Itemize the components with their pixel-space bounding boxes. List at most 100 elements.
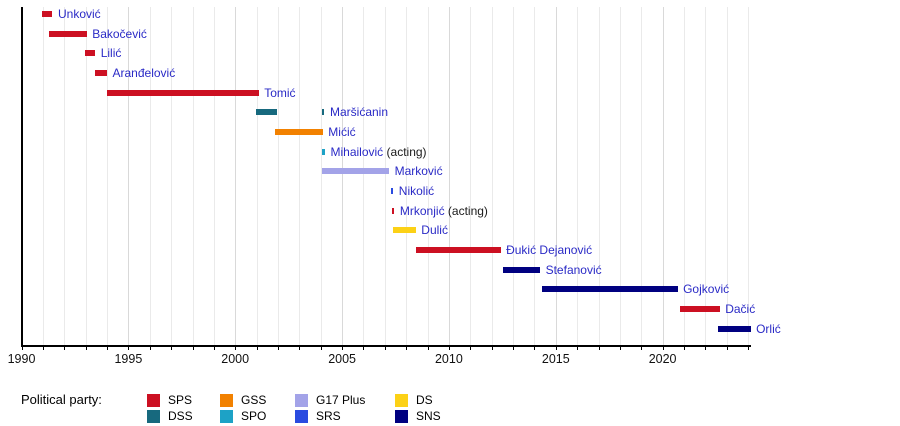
axis-tick [705,346,707,350]
axis-tick [235,346,237,350]
legend-swatch [395,410,408,423]
axis-tick [42,346,44,350]
gridline [577,7,579,345]
axis-tick [619,346,621,350]
person-label: Bakočević [92,26,147,42]
axis-tick [256,346,258,350]
person-label: Stefanović [546,262,602,278]
timeline-bar-segment [415,247,501,253]
axis-tick [384,346,386,350]
axis-tick [85,346,87,350]
person-label: Mrkonjić (acting) [400,203,488,219]
legend-item-label: DS [416,393,433,407]
person-name: Gojković [683,282,730,297]
gridline [171,7,173,345]
axis-tick-label: 1995 [114,352,143,366]
gridline [748,7,750,345]
legend-swatch [147,394,160,407]
person-name: Stefanović [545,262,602,277]
axis-tick-label: 2010 [434,352,463,366]
axis-tick [299,346,301,350]
x-axis-line [20,345,752,347]
person-label: Dačić [725,301,755,317]
person-label: Đukić Dejanović [506,242,592,258]
legend-swatch [295,394,308,407]
axis-tick [149,346,151,350]
gridline [427,7,429,345]
axis-tick [470,346,472,350]
axis-tick [555,346,557,350]
person-label: Mićić [328,124,355,140]
timeline-bar-segment [321,168,389,175]
person-label: Marković [395,163,443,179]
person-label: Mihailović (acting) [331,144,427,160]
legend-item-label: SPS [168,393,193,407]
legend-swatch [220,394,233,407]
timeline-bar-segment [48,30,87,37]
timeline-bar-segment [718,325,751,332]
person-name: Mićić [328,125,356,139]
person-name: Dulić [421,223,448,238]
legend-swatch [395,394,408,407]
person-name: Lilić [100,46,122,61]
person-name: Bakočević [92,26,147,41]
gridline [128,7,130,345]
timeline-bar-segment [503,266,541,273]
person-name: Marković [394,164,443,179]
legend-item-label: DSS [168,409,193,423]
person-name: Mihailović [330,144,384,159]
person-label: Maršićanin [330,104,388,120]
person-label-suffix: (acting) [383,144,427,159]
gridline [256,7,258,345]
timeline-bar-segment [94,70,107,76]
gridline [320,7,322,345]
person-name: Tomić [264,85,296,100]
axis-tick [107,346,108,350]
gridline [299,7,301,345]
gridline [662,7,664,345]
legend-item-label: SNS [416,409,441,423]
axis-tick [726,346,728,350]
axis-tick [491,346,493,350]
axis-tick [427,346,429,350]
axis-tick [598,346,600,350]
legend-title: Political party: [21,392,102,407]
axis-tick-label: 2005 [328,352,356,366]
timeline-bar-segment [321,109,325,116]
person-name: Maršićanin [330,105,389,120]
axis-tick [684,346,685,350]
axis-tick [534,346,536,350]
axis-tick [320,346,322,350]
timeline-bar-segment [392,207,395,214]
person-label: Aranđelović [113,65,176,81]
legend-item-label: SPO [241,409,267,423]
timeline-bar-segment [107,89,259,96]
gridline [192,7,194,345]
axis-tick [128,346,130,350]
gridline [406,7,408,345]
legend-swatch [295,410,308,423]
gridline [513,7,514,345]
gridline [277,7,279,345]
axis-tick-label: 2020 [648,352,677,366]
person-name: Nikolić [398,184,435,198]
person-label-suffix: (acting) [444,203,488,218]
axis-tick [577,346,579,350]
timeline-bar-segment [391,188,394,194]
gridline [705,7,707,345]
legend-item-label: G17 Plus [316,393,366,407]
gridline [342,7,344,345]
axis-tick [192,346,194,350]
person-name: Orlić [756,321,781,336]
timeline-bar-segment [541,286,678,293]
person-name: Dačić [725,302,756,317]
timeline-bar-segment [274,129,323,135]
gridline [491,7,493,345]
gridline [684,7,685,345]
gridline [149,7,151,345]
person-label: Lilić [101,45,122,61]
axis-tick [64,346,66,350]
gridline [534,7,536,345]
gridline [107,7,108,345]
gridline [448,7,450,345]
